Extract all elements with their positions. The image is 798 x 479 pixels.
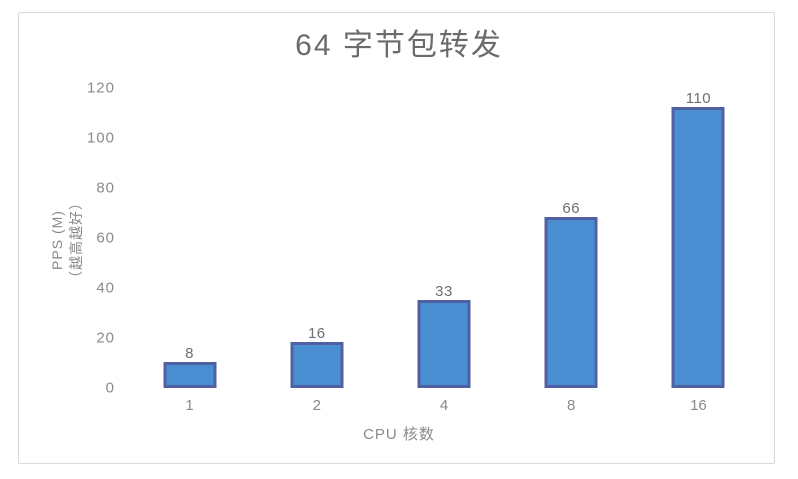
y-tick-label: 0 (105, 379, 115, 397)
y-axis-tick-labels: 0 20 40 60 80 100 120 (71, 80, 115, 397)
bar-value-label: 66 (562, 200, 581, 217)
bar (671, 107, 725, 388)
y-tick-label: 20 (96, 329, 115, 347)
x-tick-label: 1 (185, 397, 194, 414)
chart-border-frame (18, 12, 775, 464)
chart-title: 64 字节包转发 (295, 29, 503, 62)
bar (163, 362, 217, 388)
bar-slot: 66 8 (508, 88, 635, 414)
bar (417, 299, 471, 388)
bar-slot: 16 2 (253, 88, 380, 414)
bar-value-label: 110 (685, 90, 712, 107)
bar-value-label: 33 (435, 282, 453, 300)
bar (544, 217, 598, 388)
bar-value-label: 16 (307, 325, 326, 343)
y-tick-label: 40 (96, 279, 115, 297)
x-axis-label: CPU 核数 (363, 426, 435, 443)
y-tick-label: 60 (96, 229, 115, 247)
bar-value-label: 8 (185, 345, 195, 363)
bar (290, 342, 344, 388)
bar-slot: 33 4 (380, 88, 507, 414)
y-axis-label-line1: PPS (M) (49, 210, 65, 270)
y-tick-label: 100 (86, 129, 115, 147)
x-tick-label: 2 (312, 397, 321, 414)
y-tick-label: 120 (86, 79, 115, 97)
x-tick-label: 8 (567, 397, 576, 414)
bar-slot: 110 16 (635, 88, 762, 414)
x-tick-label: 16 (690, 397, 707, 414)
x-tick-label: 4 (439, 397, 449, 414)
y-tick-label: 80 (96, 179, 115, 197)
plot-area: 8 1 16 2 33 4 66 8 110 16 (126, 88, 762, 414)
